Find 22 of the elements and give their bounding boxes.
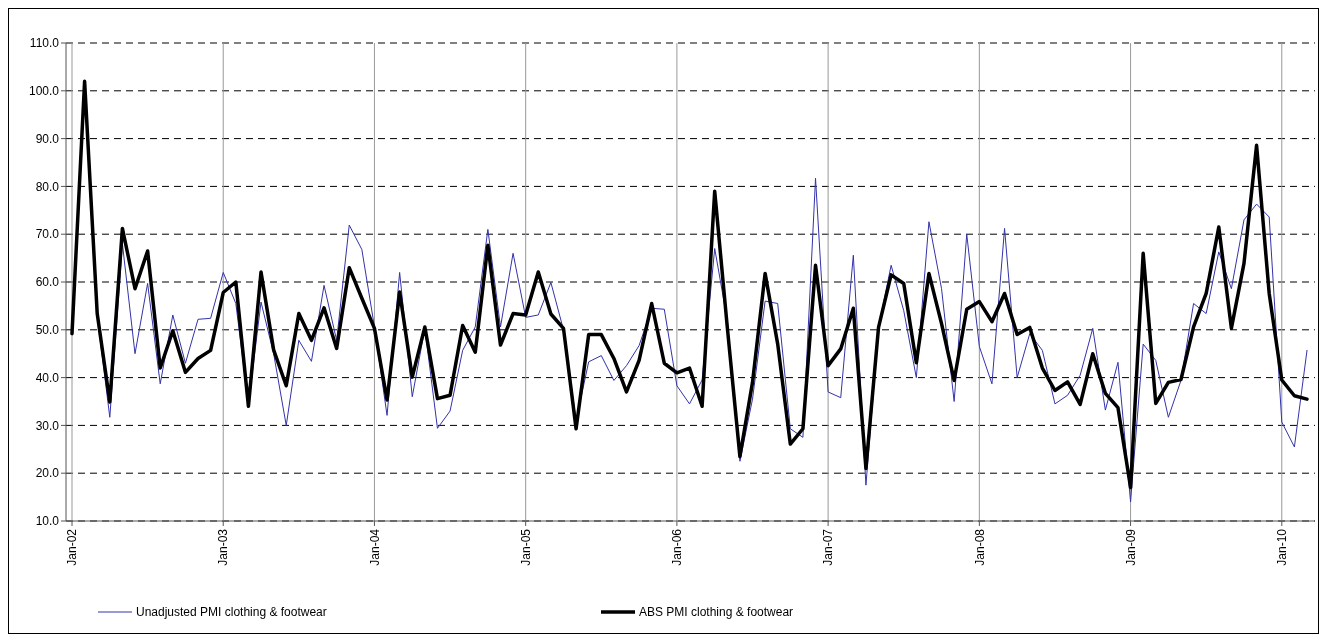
y-tick-label: 100.0 bbox=[28, 84, 60, 98]
x-tick-label: Jan-08 bbox=[972, 528, 987, 566]
x-tick-label: Jan-04 bbox=[367, 528, 382, 566]
x-tick-label: Jan-02 bbox=[65, 528, 80, 566]
y-tick-label: 20.0 bbox=[35, 466, 60, 481]
y-tick-label: 110.0 bbox=[29, 36, 60, 51]
y-tick-label: 90.0 bbox=[35, 131, 60, 146]
y-tick-label: 10.0 bbox=[35, 514, 60, 529]
x-tick-label: Jan-03 bbox=[216, 528, 231, 566]
y-tick-label: 40.0 bbox=[35, 370, 60, 385]
x-tick-label: Jan-09 bbox=[1123, 528, 1138, 566]
legend-label: Unadjusted PMI clothing & footwear bbox=[136, 605, 327, 620]
x-tick-label: Jan-10 bbox=[1275, 528, 1289, 566]
y-tick-label: 30.0 bbox=[35, 418, 60, 433]
x-tick-label: Jan-06 bbox=[670, 528, 685, 566]
x-tick-label: Jan-07 bbox=[821, 528, 836, 566]
y-tick-label: 80.0 bbox=[35, 179, 60, 194]
x-tick-label: Jan-05 bbox=[518, 528, 533, 566]
legend-label: ABS PMI clothing & footwear bbox=[639, 605, 794, 620]
y-tick-label: 60.0 bbox=[35, 275, 60, 290]
y-tick-label: 70.0 bbox=[35, 227, 60, 242]
y-tick-label: 50.0 bbox=[35, 323, 60, 337]
